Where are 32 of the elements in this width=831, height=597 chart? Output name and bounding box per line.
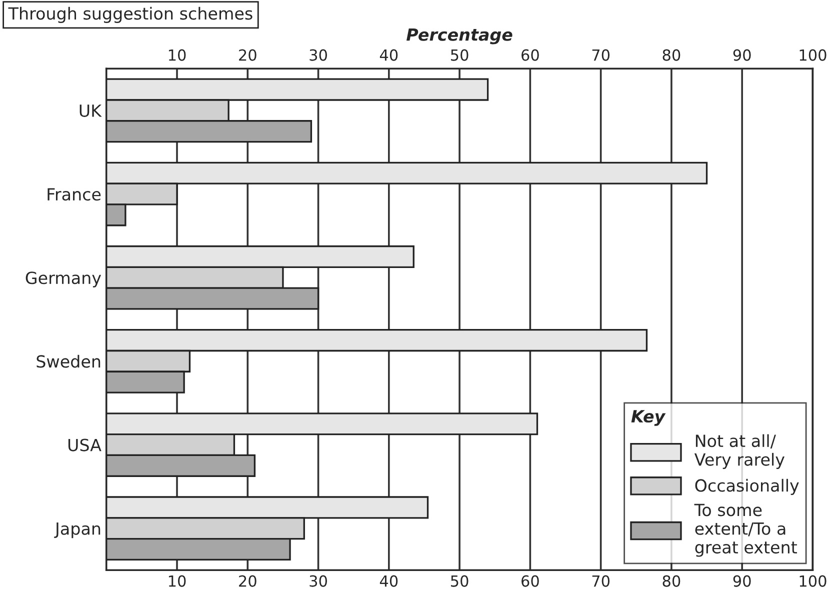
x-tick-label: 30 <box>310 575 327 587</box>
x2-tick-label: 60 <box>522 49 539 61</box>
x-tick-label: 10 <box>168 575 186 587</box>
legend-label: Occasionally <box>695 478 799 496</box>
y-tick-label: USA <box>68 438 102 452</box>
x2-tick-label: 40 <box>380 49 398 61</box>
y-tick-label: Germany <box>26 272 102 288</box>
x2-axis-title: Percentage <box>406 28 512 44</box>
y-tick-label: France <box>48 188 101 201</box>
x2-tick-label: 70 <box>592 49 610 61</box>
x-tick-label: 20 <box>239 575 256 587</box>
x2-tick-label: 20 <box>239 49 256 61</box>
x-tick-label: 90 <box>733 575 751 587</box>
x-tick-label: 40 <box>380 575 398 587</box>
y-tick-label: UK <box>80 104 102 118</box>
x2-tick-label: 90 <box>733 49 751 61</box>
x-tick-label: 60 <box>522 575 539 587</box>
x2-tick-label: 80 <box>662 49 680 61</box>
legend-title: Key <box>631 410 666 426</box>
chart-title: Through suggestion schemes <box>8 6 252 23</box>
x-tick-label: 80 <box>662 575 680 587</box>
y-tick-label: Sweden <box>36 354 100 368</box>
x2-tick-label: 30 <box>310 49 327 61</box>
legend-label: To some extent/To a great extent <box>694 504 797 557</box>
x2-tick-label: 100 <box>800 49 826 61</box>
x2-tick-label: 50 <box>451 49 468 61</box>
x2-tick-label: 10 <box>168 49 186 61</box>
x-tick-label: 100 <box>800 575 826 587</box>
x-tick-label: 50 <box>451 575 468 587</box>
x-tick-label: 70 <box>592 575 610 587</box>
y-tick-label: Japan <box>54 522 100 538</box>
legend-label: Not at all/ Very rarely <box>694 434 784 470</box>
